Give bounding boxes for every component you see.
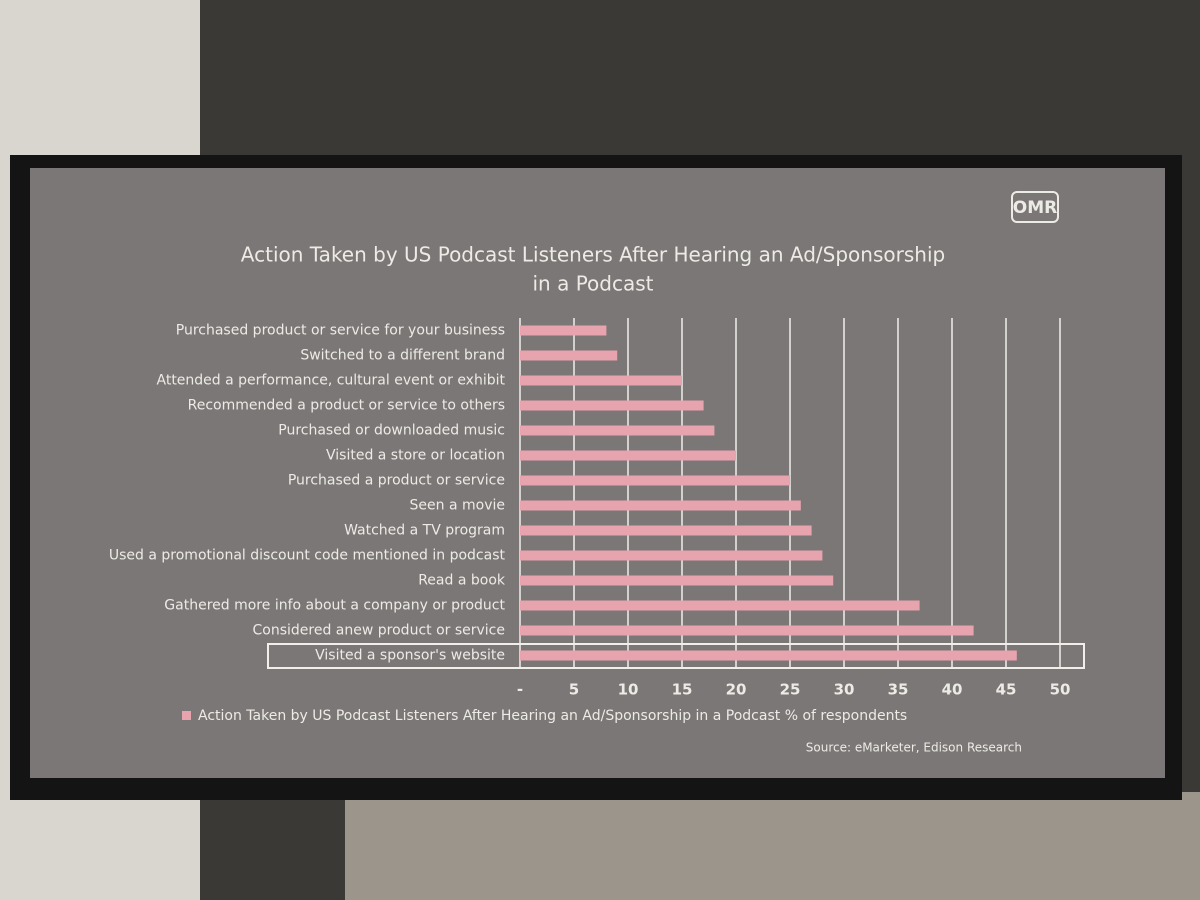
x-tick-label: 30 [834,681,855,699]
bar [520,375,682,386]
legend-label: Action Taken by US Podcast Listeners Aft… [198,708,907,724]
bar [520,325,607,336]
y-tick-label: Seen a movie [410,498,505,514]
bar [520,650,1017,661]
x-tick-label: 5 [569,681,579,699]
x-tick-label: 20 [726,681,747,699]
y-tick-label: Gathered more info about a company or pr… [164,598,505,614]
x-tick-label: 40 [942,681,963,699]
y-tick-label: Used a promotional discount code mention… [109,548,506,564]
y-tick-label: Purchased product or service for your bu… [176,323,505,339]
y-tick-label: Recommended a product or service to othe… [188,398,505,414]
bar [520,425,715,436]
bar [520,400,704,411]
logo: OMR [1013,198,1057,218]
x-tick-label: 25 [780,681,801,699]
y-tick-label: Attended a performance, cultural event o… [157,373,506,389]
bar [520,500,801,511]
y-tick-label: Switched to a different brand [300,348,505,364]
y-tick-label: Purchased a product or service [288,473,505,489]
bar [520,600,920,611]
x-tick-label: 50 [1050,681,1071,699]
x-tick-label: 10 [618,681,639,699]
y-tick-label: Purchased or downloaded music [278,423,505,439]
x-tick-label: 35 [888,681,909,699]
bar [520,550,823,561]
highlight-box [267,643,1085,669]
y-tick-label: Watched a TV program [344,523,505,539]
bar [520,525,812,536]
chart-title: in a Podcast [533,272,654,296]
bar [520,575,834,586]
y-tick-label: Considered anew product or service [253,623,505,639]
y-tick-label: Visited a sponsor's website [315,648,505,664]
y-tick-label: Read a book [418,573,506,589]
bar [520,475,790,486]
logo-box [1011,191,1059,223]
y-tick-label: Visited a store or location [326,448,505,464]
chart-title: Action Taken by US Podcast Listeners Aft… [241,243,945,267]
screen [30,168,1165,778]
x-tick-label: - [517,681,523,699]
bar [520,350,618,361]
x-tick-label: 15 [672,681,693,699]
x-tick-label: 45 [996,681,1017,699]
stage-panel [345,792,1200,900]
bar [520,625,974,636]
bar [520,450,736,461]
legend-swatch [182,711,191,720]
source: Source: eMarketer, Edison Research [806,741,1022,755]
